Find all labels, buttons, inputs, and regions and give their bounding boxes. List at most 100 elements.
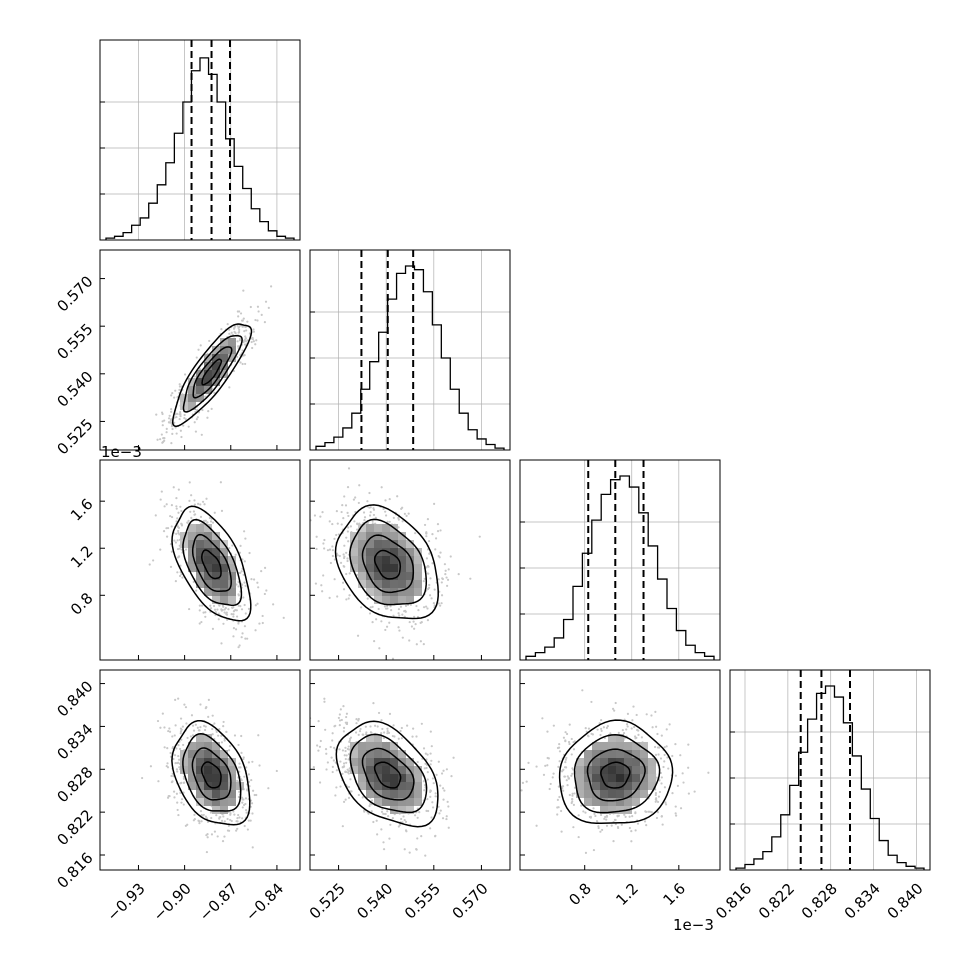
sample-point: [434, 548, 437, 551]
density-cell: [608, 806, 616, 814]
sample-point: [246, 320, 249, 323]
sample-point: [424, 854, 427, 857]
sample-point: [406, 724, 409, 727]
sample-point: [591, 733, 594, 736]
density-cell: [382, 790, 390, 798]
sample-point: [213, 391, 216, 394]
sample-point: [407, 512, 410, 515]
sample-point: [166, 796, 170, 799]
sample-point: [175, 432, 178, 435]
sample-point: [168, 794, 171, 798]
sample-point: [232, 615, 235, 618]
x-tick-label: 0.828: [798, 880, 841, 923]
sample-point: [397, 526, 400, 529]
panel-frame: [519, 669, 721, 871]
sample-point: [163, 439, 166, 442]
sample-point: [581, 689, 584, 692]
sample-point: [634, 829, 637, 832]
sample-point: [363, 516, 367, 519]
sample-point: [354, 731, 358, 734]
contour-line: [349, 733, 428, 814]
density-cell: [212, 782, 220, 790]
contour-line: [191, 747, 232, 801]
sample-point: [371, 522, 374, 525]
sample-point: [369, 725, 372, 728]
sample-point: [169, 514, 172, 518]
sample-point: [313, 514, 317, 517]
sample-point: [184, 418, 188, 421]
sample-point: [245, 766, 248, 769]
sample-point: [355, 528, 359, 531]
sample-point: [439, 604, 442, 607]
sample-point: [232, 613, 235, 616]
density-cell: [212, 378, 220, 386]
density-cell: [220, 798, 228, 806]
sample-point: [584, 811, 587, 814]
density-cell: [212, 790, 220, 798]
sample-point: [429, 827, 432, 830]
sample-point: [197, 819, 200, 822]
sample-point: [220, 608, 223, 611]
y-tick-label: 1.2: [67, 542, 97, 572]
sample-point: [366, 597, 369, 600]
sample-point: [204, 519, 207, 522]
sample-point: [243, 343, 247, 346]
density-cell: [406, 540, 414, 548]
density-cell: [398, 774, 406, 782]
density-cell: [608, 758, 616, 766]
sample-point: [599, 733, 602, 737]
sample-point: [566, 775, 569, 778]
contours: [558, 719, 674, 825]
sample-point: [176, 517, 179, 520]
panel-content: [155, 285, 273, 450]
sample-point: [658, 790, 662, 794]
sample-point: [331, 739, 334, 742]
density-cell: [188, 766, 196, 774]
sample-point: [195, 409, 199, 412]
sample-point: [184, 706, 188, 709]
density-cell: [196, 782, 204, 790]
contours: [335, 720, 439, 828]
sample-point: [228, 332, 231, 335]
density-cell: [366, 790, 374, 798]
panel-background: [100, 40, 300, 240]
sample-point: [573, 786, 577, 789]
density-cell: [648, 758, 656, 766]
sample-point: [357, 733, 360, 736]
sample-point: [361, 733, 364, 736]
density-cell: [204, 572, 212, 580]
sample-point: [160, 490, 163, 493]
sample-point: [418, 811, 421, 814]
sample-point: [346, 557, 349, 560]
sample-point: [399, 605, 403, 608]
density-cell: [228, 338, 236, 346]
sample-point: [238, 790, 241, 793]
density-cell: [406, 588, 414, 596]
sample-point: [246, 339, 249, 342]
sample-point: [565, 779, 568, 782]
sample-point: [245, 329, 248, 332]
sample-point: [239, 605, 242, 608]
sample-point: [179, 411, 182, 414]
sample-point: [384, 812, 387, 816]
density-cell: [358, 782, 366, 790]
density-cell: [228, 556, 236, 564]
sample-point: [341, 749, 345, 752]
sample-point: [636, 822, 640, 825]
sample-point: [521, 781, 525, 784]
sample-point: [242, 289, 245, 292]
density-cell: [624, 742, 632, 750]
density-cell: [382, 798, 390, 806]
sample-point: [400, 817, 403, 821]
sample-point: [572, 768, 575, 771]
sample-point: [590, 700, 593, 704]
sample-point: [238, 816, 241, 819]
density-cell: [220, 588, 228, 596]
sample-point: [372, 507, 375, 510]
sample-point: [595, 819, 599, 823]
sample-point: [190, 494, 193, 497]
sample-point: [179, 717, 183, 720]
sample-point: [236, 779, 239, 783]
contour-line: [171, 323, 253, 428]
density-cell: [374, 766, 382, 774]
